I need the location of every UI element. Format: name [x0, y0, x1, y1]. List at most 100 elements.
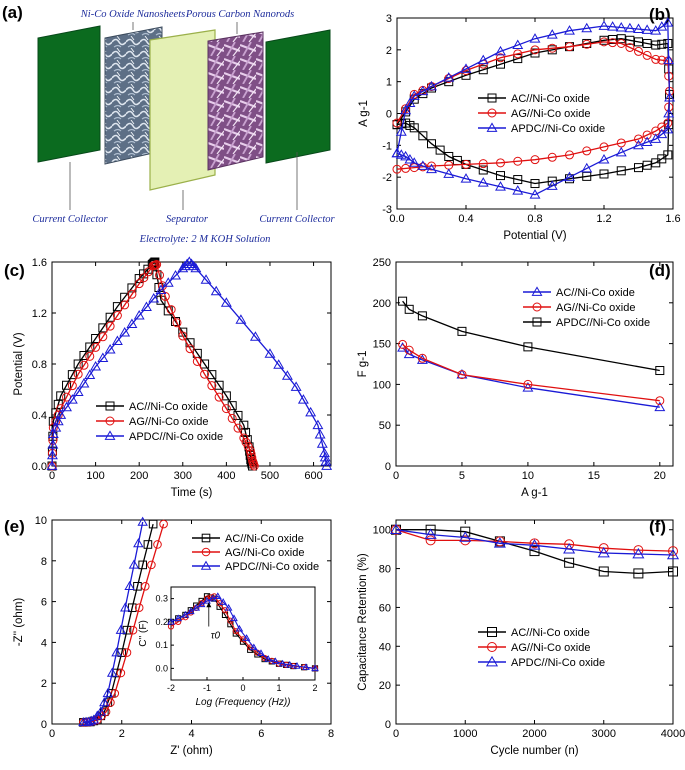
data-point-ag [398, 339, 408, 349]
data-point-apdc [666, 548, 680, 560]
data-point-apdc [607, 21, 619, 31]
data-point-apdc [46, 460, 58, 470]
x-axis-label: Potential (V) [503, 230, 566, 242]
data-point-ac [651, 40, 661, 50]
data-point-apdc [124, 580, 135, 591]
y-tick-label: 250 [373, 257, 391, 269]
data-point-apdc [633, 23, 644, 34]
data-point-apdc [183, 256, 195, 266]
data-point-ac [633, 568, 644, 579]
data-point-ag [128, 625, 138, 635]
data-point-apdc [391, 147, 403, 158]
separator-label: Separator [166, 214, 209, 225]
data-point-ag [67, 381, 77, 391]
legend-entry: APDC//Ni-Co oxide [556, 317, 650, 329]
data-point-apdc [55, 409, 67, 419]
data-point-ag [404, 345, 414, 355]
data-point-ag [112, 311, 122, 321]
legend-marker [487, 627, 497, 637]
y-axis-label: Potential (V) [13, 332, 25, 395]
series-line-apdc [395, 529, 674, 556]
inset-point-apdc [197, 600, 206, 608]
x-tick-label: 0.8 [527, 213, 542, 225]
data-point-apdc [264, 348, 276, 358]
chart-f: 0 1000 2000 3000 4000 0 20 40 60 80 100 Cycle numbe… [357, 517, 685, 757]
panel-a-schematic: (a) Ni [2, 3, 335, 245]
data-point-ag [85, 351, 95, 361]
data-point-apdc [662, 123, 674, 134]
data-point-ac [404, 304, 414, 314]
data-point-apdc [633, 139, 644, 150]
data-point-apdc [615, 21, 627, 32]
panel-label: (c) [4, 261, 25, 280]
data-point-ag [127, 289, 137, 299]
data-point-ag [513, 49, 523, 59]
data-point-ac [207, 370, 217, 380]
x-tick-label: 4 [188, 728, 194, 740]
data-point-ag [425, 535, 436, 546]
data-point-apdc [186, 258, 197, 269]
inset-point-apdc [219, 598, 228, 605]
legend-marker [201, 533, 211, 543]
y-tick-label: 10 [35, 515, 47, 527]
inset-point-ag [216, 600, 223, 607]
series-line-ag [402, 343, 660, 402]
inset-x-tick-label: 2 [312, 683, 317, 693]
legend-entry: AG//Ni-Co oxide [129, 416, 208, 428]
data-point-ag [152, 260, 162, 270]
data-point-ac [67, 370, 77, 380]
inset-y-tick-label: 0.1 [155, 640, 168, 650]
inset-point-apdc [208, 594, 217, 602]
data-point-ag [496, 53, 505, 63]
series-line-apdc [396, 21, 671, 196]
data-point-ag [427, 161, 436, 171]
legend-entry: AG//Ni-Co oxide [511, 108, 590, 120]
data-point-apdc [404, 97, 416, 108]
legend-entry: AG//Ni-Co oxide [511, 642, 590, 654]
legend-marker [532, 317, 542, 327]
data-point-ac [461, 70, 471, 80]
legend: AC//Ni-Co oxide AG//Ni-Co oxide APDC//Ni-C… [478, 627, 605, 669]
x-tick-label: 2000 [522, 728, 546, 740]
data-point-ag [668, 546, 678, 557]
y-tick-label: 6 [41, 597, 47, 609]
inset-point-apdc [230, 614, 238, 622]
legend-marker [105, 416, 115, 426]
y-axis-label: A g-1 [358, 100, 370, 127]
x-tick-label: 400 [217, 470, 235, 482]
inset-point-apdc [264, 655, 273, 662]
inset-y-axis-label: C'' (F) [138, 620, 149, 647]
data-point-apdc [115, 624, 127, 634]
x-tick-label: 20 [654, 470, 666, 482]
inset-x-tick-label: -1 [203, 683, 211, 693]
legend-marker [201, 547, 211, 557]
legend-marker [485, 655, 499, 667]
data-point-ac [418, 131, 428, 141]
x-tick-label: 4000 [661, 728, 685, 740]
data-point-ac [496, 171, 505, 181]
x-tick-label: 500 [261, 470, 279, 482]
data-point-apdc [78, 377, 90, 388]
data-point-ag [221, 404, 231, 414]
data-point-ac [668, 566, 678, 577]
y-tick-label: 2 [386, 45, 392, 57]
data-point-apdc [84, 369, 96, 379]
y-tick-label: 0.0 [32, 461, 47, 473]
inset-point-apdc [271, 657, 280, 665]
data-point-apdc [61, 401, 72, 412]
data-point-ag [634, 134, 643, 144]
data-point-apdc [564, 25, 575, 35]
data-point-ac [138, 560, 147, 570]
data-point-ac [214, 380, 224, 390]
x-tick-label: 5 [459, 470, 465, 482]
inset-point-apdc [278, 659, 287, 667]
porous-carbon-electrode [207, 31, 264, 171]
left-collector-label: Current Collector [32, 214, 108, 225]
data-point-apdc [305, 406, 317, 417]
data-point-ag [582, 146, 592, 156]
data-point-apdc [663, 54, 675, 65]
data-point-apdc [95, 706, 107, 716]
data-point-apdc [443, 72, 455, 82]
data-point-ag [116, 668, 126, 678]
